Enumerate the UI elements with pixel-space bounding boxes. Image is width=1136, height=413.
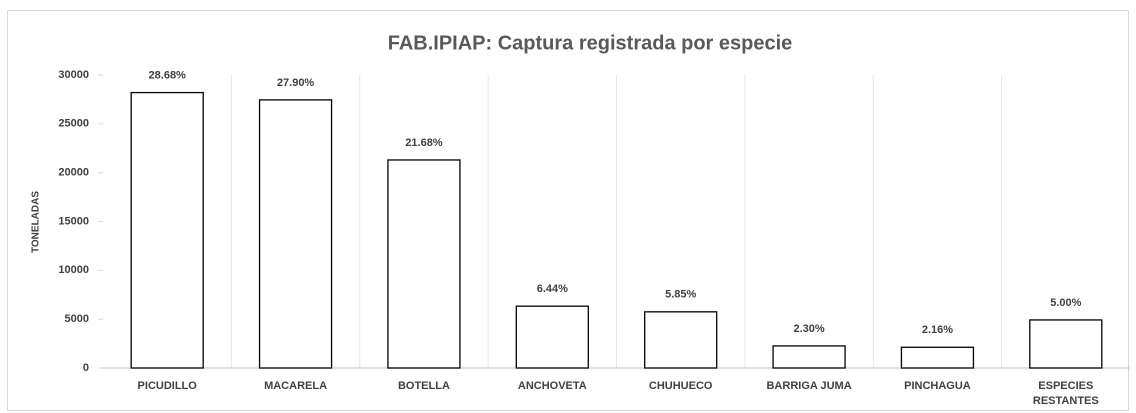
data-label: 27.90% (277, 77, 315, 89)
y-tick-label: 0 (83, 362, 89, 374)
x-tick-label: ANCHOVETA (517, 380, 587, 392)
x-tick-label: PICUDILLO (137, 380, 197, 392)
data-label: 2.30% (793, 323, 824, 335)
x-tick-label: CHUHUECO (648, 380, 713, 392)
x-tick-label: MACARELA (264, 380, 328, 392)
bar (387, 159, 461, 369)
bar (1029, 319, 1103, 369)
bar (258, 99, 333, 369)
bar (130, 91, 204, 369)
y-tick-label: 25000 (58, 118, 89, 130)
data-label: 5.85% (665, 289, 696, 301)
data-label: 6.44% (537, 283, 568, 295)
bar (900, 346, 975, 369)
data-label: 5.00% (1050, 297, 1081, 309)
x-tick-label: PINCHAGUA (904, 380, 971, 392)
data-label: 21.68% (405, 137, 443, 149)
chart-border (7, 10, 1129, 411)
bar (644, 311, 718, 369)
y-tick-label: 5000 (65, 313, 89, 325)
bar (772, 345, 846, 369)
data-label: 28.68% (149, 69, 187, 81)
x-tick-label: ESPECIES RESTANTES (1032, 380, 1099, 407)
y-tick-label: 20000 (58, 167, 89, 179)
x-tick-label: BARRIGA JUMA (766, 380, 852, 392)
y-tick-label: 30000 (58, 69, 89, 81)
chart-title: FAB.IPIAP: Captura registrada por especi… (388, 32, 793, 54)
y-axis-label: TONELADAS (31, 191, 42, 253)
bar (515, 305, 589, 369)
y-tick-label: 10000 (58, 264, 89, 276)
data-label: 2.16% (922, 324, 953, 336)
x-tick-label: BOTELLA (397, 380, 450, 392)
y-tick-label: 15000 (58, 215, 89, 227)
